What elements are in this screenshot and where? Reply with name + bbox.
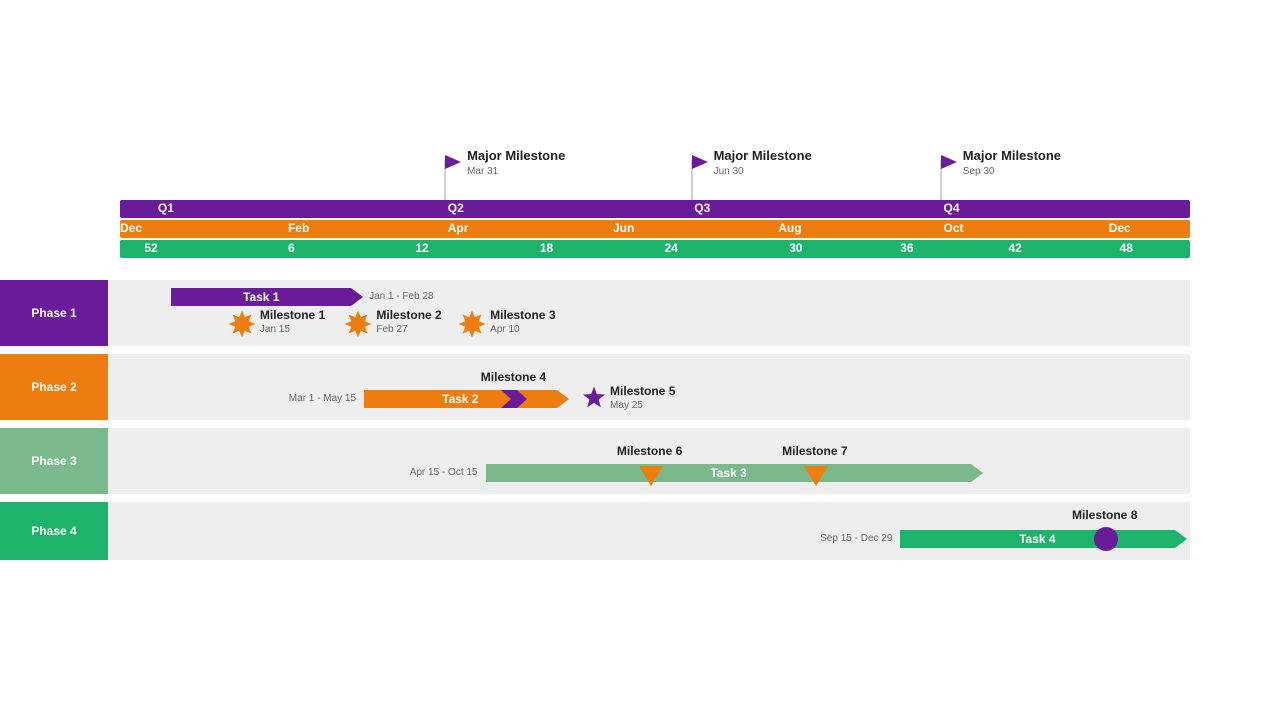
burst-icon	[344, 310, 372, 343]
months-tick: Apr	[448, 221, 469, 235]
weeks-tick: 24	[664, 241, 677, 255]
weeks-tick: 48	[1120, 241, 1133, 255]
months-tick: Jun	[613, 221, 634, 235]
flag-icon	[445, 155, 461, 169]
months-tick: Dec	[1109, 221, 1131, 235]
weeks-tick: 12	[415, 241, 428, 255]
major-milestone-title: Major Milestone	[963, 148, 1061, 163]
phase-label: Phase 1	[0, 280, 108, 346]
weeks-tick: 30	[789, 241, 802, 255]
phase-label: Phase 4	[0, 502, 108, 560]
weeks-tick: 36	[900, 241, 913, 255]
major-milestone-title: Major Milestone	[714, 148, 812, 163]
burst-icon	[228, 310, 256, 343]
phase-label: Phase 3	[0, 428, 108, 494]
milestone-label: Milestone 6	[617, 444, 682, 458]
task-arrowhead	[1175, 530, 1187, 548]
triangle-icon	[804, 466, 828, 486]
star-icon	[582, 386, 606, 415]
chevron-icon	[501, 390, 527, 413]
task-bar: Task 2	[364, 390, 557, 408]
major-milestone-date: Jun 30	[714, 166, 744, 177]
task-date-label: Mar 1 - May 15	[289, 393, 356, 404]
task-arrowhead	[351, 288, 363, 306]
milestone-label: Milestone 7	[782, 444, 847, 458]
weeks-tick: 18	[540, 241, 553, 255]
milestone-label: Milestone 3	[490, 308, 555, 322]
task-date-label: Jan 1 - Feb 28	[369, 291, 433, 302]
milestone-label: Milestone 5	[610, 384, 675, 398]
quarters-strip: Q1 Q2 Q3 Q4	[120, 200, 1190, 218]
weeks-tick: 52	[144, 241, 157, 255]
weeks-strip: 52 6 12 18 24 30 36 42 48	[120, 240, 1190, 258]
months-tick: Aug	[778, 221, 801, 235]
task-date-label: Apr 15 - Oct 15	[410, 467, 478, 478]
task-arrowhead	[971, 464, 983, 482]
task-bar: Task 4	[900, 530, 1174, 548]
quarters-tick: Q1	[158, 201, 174, 215]
task-date-label: Sep 15 - Dec 29	[820, 533, 892, 544]
milestone-date: Apr 10	[490, 324, 519, 335]
flag-icon	[941, 155, 957, 169]
months-tick: Feb	[288, 221, 309, 235]
flag-icon	[692, 155, 708, 169]
milestone-label: Milestone 2	[376, 308, 441, 322]
burst-icon	[458, 310, 486, 343]
circle-icon	[1094, 527, 1118, 551]
months-tick: Oct	[943, 221, 963, 235]
milestone-date: May 25	[610, 400, 643, 411]
weeks-tick: 42	[1009, 241, 1022, 255]
major-milestone-title: Major Milestone	[467, 148, 565, 163]
task-arrowhead	[557, 390, 569, 408]
quarters-tick: Q3	[694, 201, 710, 215]
quarters-tick: Q4	[943, 201, 959, 215]
gantt-timeline: Major Milestone Mar 31 Major Milestone Jun …	[0, 0, 1280, 720]
milestone-label: Milestone 8	[1072, 508, 1137, 522]
task-bar: Task 1	[171, 288, 351, 306]
quarters-tick: Q2	[448, 201, 464, 215]
milestone-date: Feb 27	[376, 324, 407, 335]
milestone-label: Milestone 1	[260, 308, 325, 322]
task-bar: Task 3	[486, 464, 972, 482]
months-strip: Dec Feb Apr Jun Aug Oct Dec	[120, 220, 1190, 238]
months-tick: Dec	[120, 221, 142, 235]
triangle-icon	[639, 466, 663, 486]
weeks-tick: 6	[288, 241, 295, 255]
phase-label: Phase 2	[0, 354, 108, 420]
major-milestone-date: Sep 30	[963, 166, 995, 177]
major-milestone-date: Mar 31	[467, 166, 498, 177]
milestone-date: Jan 15	[260, 324, 290, 335]
milestone-label: Milestone 4	[481, 370, 546, 384]
